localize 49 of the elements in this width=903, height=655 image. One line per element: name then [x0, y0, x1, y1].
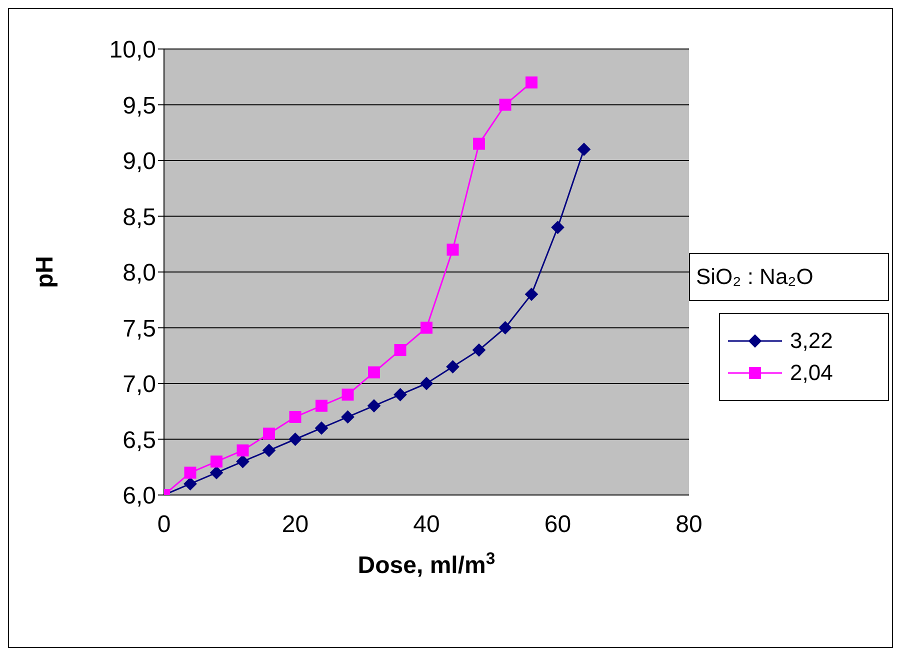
y-tick-label: 10,0	[109, 36, 156, 64]
point	[210, 456, 222, 468]
x-axis-title: Dose, ml/m$^{3}$	[358, 548, 496, 579]
y-tick-label: 9,0	[122, 148, 156, 176]
y-tick-label: 8,0	[122, 260, 156, 287]
y-tick-label: 8,5	[122, 204, 156, 231]
point	[262, 444, 276, 457]
point	[526, 76, 538, 88]
x-tick-label: 40	[413, 511, 440, 538]
point	[394, 344, 406, 356]
point	[420, 322, 432, 334]
point	[446, 244, 459, 256]
point	[288, 432, 302, 446]
x-tick-label: 0	[157, 511, 171, 538]
y-tick-label: 7,5	[122, 315, 156, 342]
legend-label: 2,04	[790, 360, 833, 386]
point	[578, 142, 590, 156]
point	[420, 377, 433, 390]
point	[210, 466, 223, 480]
point	[184, 477, 197, 490]
x-tick-label: 20	[282, 511, 309, 538]
point	[368, 399, 380, 412]
x-tick-label: 60	[544, 511, 572, 538]
point	[472, 344, 486, 357]
point	[446, 360, 460, 374]
y-tick-label: 9,5	[122, 92, 156, 120]
y-tick-label: 6,0	[122, 482, 156, 510]
point	[236, 444, 249, 456]
y-tick-label: 6,5	[122, 426, 156, 454]
point	[341, 410, 354, 424]
point	[551, 220, 564, 234]
point	[316, 400, 328, 412]
point	[289, 410, 302, 423]
legend-label: 3,22	[790, 328, 833, 354]
point	[368, 366, 380, 378]
point	[342, 388, 354, 401]
point	[236, 455, 250, 468]
point	[525, 288, 538, 301]
point	[498, 321, 512, 334]
y-tick-label: 7,0	[122, 371, 156, 398]
point	[184, 466, 196, 479]
point	[394, 388, 407, 402]
y-axis-title: pH	[32, 256, 59, 288]
point	[473, 138, 485, 150]
x-tick-label: 80	[676, 511, 702, 538]
point	[263, 428, 275, 440]
point	[499, 98, 512, 111]
legend-title: SiO₂ : Na₂O	[689, 253, 889, 301]
point	[315, 422, 328, 435]
